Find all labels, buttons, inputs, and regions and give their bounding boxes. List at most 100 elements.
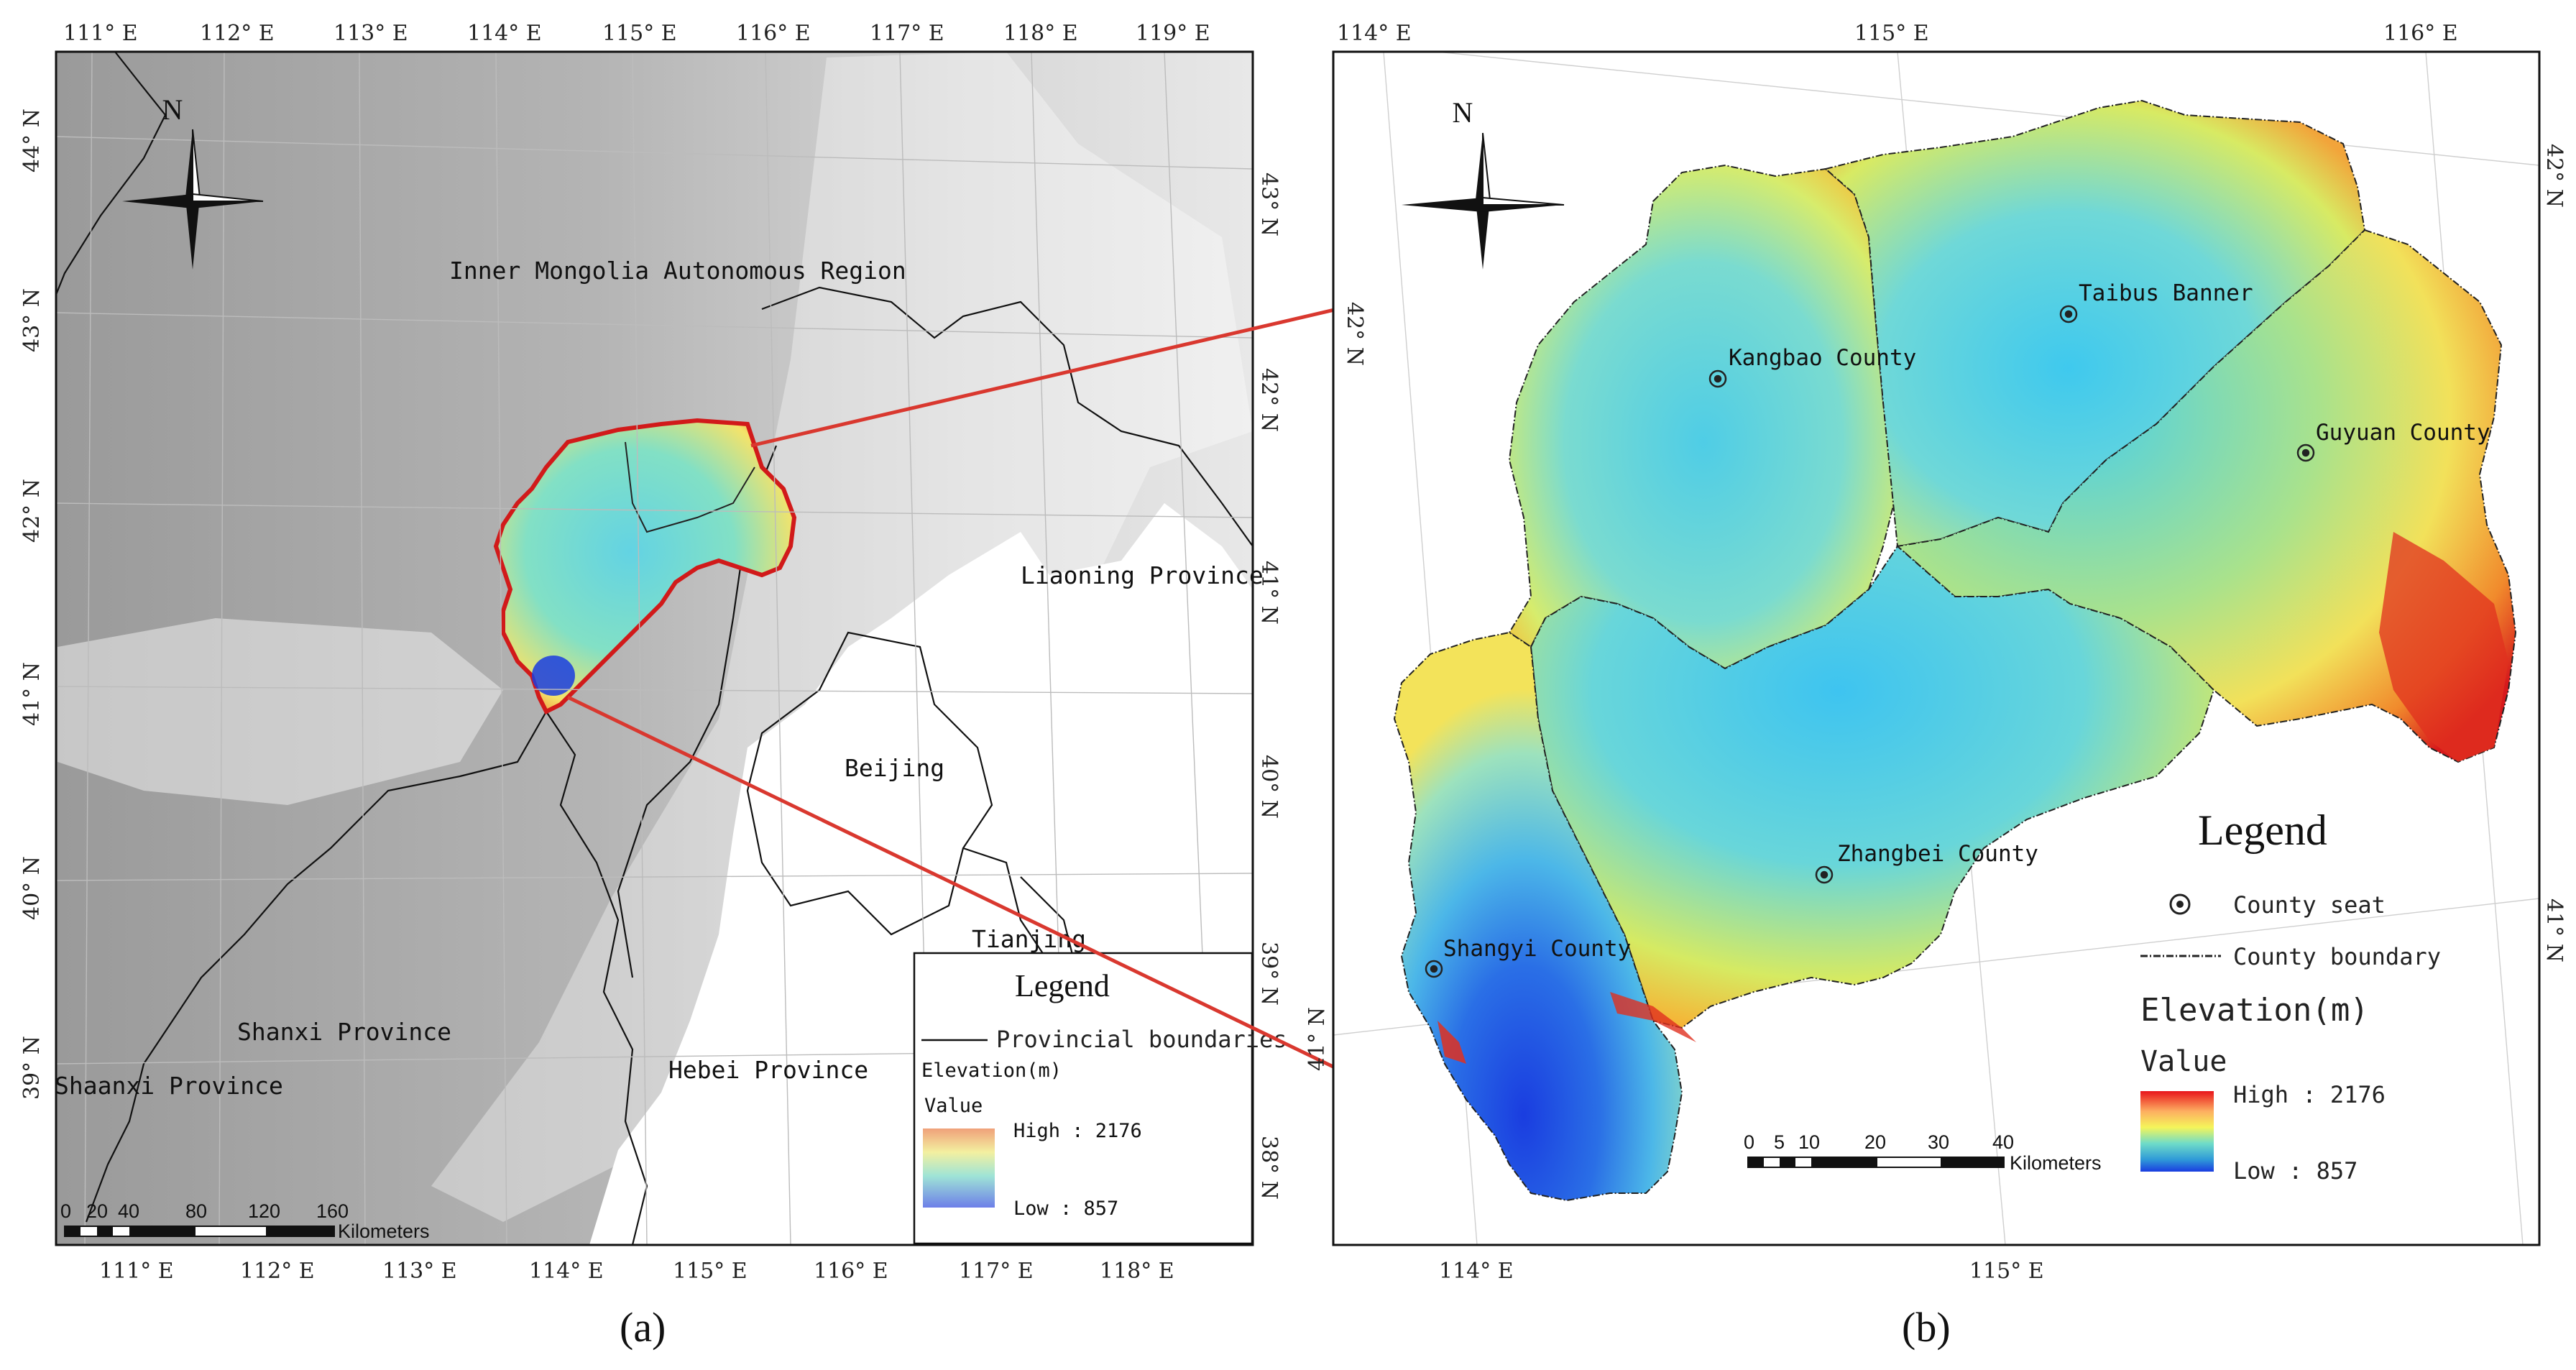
tick-right-a-1: 42° N	[1256, 368, 1282, 432]
panel-a-right-ticks: 43° N 42° N 41° N 40° N 39° N 38° N	[1256, 173, 1282, 1200]
panel-a-lowland-texture	[58, 618, 503, 805]
panel-b: 114° E 115° E 116° E 114° E 115° E 41° N…	[1305, 21, 2567, 1351]
shangyi-high-patch	[1438, 1021, 1466, 1064]
tick-bottom-a-2: 113° E	[382, 1259, 457, 1284]
legend-a-title: Legend	[1015, 968, 1110, 1003]
tick-right-a-2: 41° N	[1256, 561, 1282, 625]
tick-left-a-4: 40° N	[19, 856, 45, 920]
scale-b-4: 30	[1928, 1131, 1949, 1153]
panel-a-left-ticks: 44° N 43° N 42° N 41° N 40° N 39° N	[19, 109, 45, 1100]
legend-b-elevation-label: Elevation(m)	[2140, 992, 2369, 1029]
tick-top-a-5: 116° E	[736, 21, 811, 46]
tick-left-a-2: 42° N	[19, 479, 45, 543]
legend-b-title: Legend	[2198, 806, 2327, 854]
north-label-a: N	[162, 93, 183, 126]
panel-b-frame	[1332, 50, 2541, 1246]
tick-top-a-2: 113° E	[334, 21, 408, 46]
scale-a-4: 120	[248, 1200, 280, 1222]
panel-a-mountain-texture	[431, 52, 1253, 1222]
county-seat-icon	[1708, 369, 1727, 388]
panel-b-scale-bar: 0 5 10 20 30 40 Kilometers	[1744, 1131, 2102, 1174]
county-shangyi	[1393, 631, 1683, 1202]
tick-top-b-1: 115° E	[1854, 21, 1929, 46]
label-shaanxi: Shaanxi Province	[55, 1072, 283, 1100]
caption-a: (a)	[620, 1304, 666, 1351]
label-kangbao: Kangbao County	[1729, 345, 1916, 371]
legend-a-high: High : 2176	[1013, 1120, 1142, 1142]
tick-top-a-6: 117° E	[870, 21, 944, 46]
scale-a-2: 40	[118, 1200, 139, 1222]
label-inner-mongolia: Inner Mongolia Autonomous Region	[449, 257, 906, 285]
panel-a-scale-bar: 0 20 40 80 120 160 Kilometers	[60, 1200, 430, 1242]
caption-b: (b)	[1902, 1304, 1951, 1351]
tick-left-a-5: 39° N	[19, 1036, 45, 1100]
legend-b-boundary-label: County boundary	[2233, 943, 2441, 970]
county-guyuan	[1895, 229, 2517, 763]
tick-bottom-a-1: 112° E	[240, 1259, 315, 1284]
scale-a-0: 0	[60, 1200, 71, 1222]
tick-left-a-3: 41° N	[19, 662, 45, 726]
county-seat-icon	[1815, 865, 1834, 884]
guyuan-high-ridge	[2379, 532, 2508, 762]
tick-bottom-a-4: 115° E	[673, 1259, 748, 1284]
north-arrow-b-icon: N	[1402, 96, 1565, 270]
tick-left-b-0: 41° N	[1305, 1007, 1330, 1071]
tick-bottom-b-1: 115° E	[1969, 1259, 2044, 1284]
tick-left-a-1: 43° N	[19, 288, 45, 352]
legend-b-seat-icon	[2169, 893, 2191, 915]
scale-b-1: 5	[1774, 1131, 1785, 1153]
county-seat-icon	[2296, 443, 2315, 462]
north-arrow-icon: N	[122, 93, 264, 270]
tick-right-b-0: 42° N	[2542, 144, 2567, 208]
scale-a-5: 160	[316, 1200, 349, 1222]
county-seat-icon	[2059, 305, 2078, 323]
panel-a-legend: Legend Provincial boundaries Elevation(m…	[913, 952, 1287, 1245]
panel-a-study-area	[493, 418, 797, 715]
legend-b-seat-label: County seat	[2233, 891, 2386, 919]
tick-top-a-3: 114° E	[467, 21, 542, 46]
tick-top-a-0: 111° E	[63, 21, 138, 46]
north-label-b: N	[1453, 96, 1473, 129]
scale-a-unit: Kilometers	[338, 1220, 430, 1242]
scale-b-5: 40	[1992, 1131, 2014, 1153]
tick-right-a-3: 40° N	[1256, 755, 1282, 819]
panel-a-frame	[55, 50, 1254, 1246]
panel-a-study-area-lowland	[532, 656, 575, 696]
scale-a-3: 80	[185, 1200, 207, 1222]
tick-bottom-a-0: 111° E	[99, 1259, 174, 1284]
label-liaoning: Liaoning Province	[1021, 561, 1264, 589]
label-hebei: Hebei Province	[668, 1056, 868, 1084]
tick-bottom-b-0: 114° E	[1439, 1259, 1514, 1284]
label-guyuan: Guyuan County	[2316, 420, 2490, 446]
legend-b-ramp	[2140, 1091, 2214, 1172]
label-shanxi: Shanxi Province	[237, 1018, 451, 1046]
scale-a-1: 20	[86, 1200, 108, 1222]
panel-b-legend: Legend County seat County boundary Eleva…	[2140, 806, 2441, 1185]
tick-top-a-4: 115° E	[602, 21, 677, 46]
county-seats	[1425, 305, 2315, 978]
legend-a-value-label: Value	[924, 1095, 983, 1117]
tick-right-b-1: 41° N	[2542, 898, 2567, 962]
tick-top-a-7: 118° E	[1003, 21, 1078, 46]
tick-bottom-a-7: 118° E	[1100, 1259, 1174, 1284]
tick-bottom-a-5: 116° E	[814, 1259, 888, 1284]
scale-b-unit: Kilometers	[2010, 1152, 2102, 1174]
tick-top-b-2: 116° E	[2383, 21, 2458, 46]
scale-b-0: 0	[1744, 1131, 1754, 1153]
tick-right-a-5: 38° N	[1256, 1136, 1282, 1200]
legend-a-ramp	[923, 1128, 995, 1208]
tick-top-a-1: 112° E	[200, 21, 275, 46]
tick-inner-b-0: 42° N	[1342, 302, 1367, 366]
tick-bottom-a-6: 117° E	[959, 1259, 1034, 1284]
scale-b-2: 10	[1798, 1131, 1820, 1153]
legend-a-low: Low : 857	[1013, 1197, 1118, 1220]
panel-a: 111° E 112° E 113° E 114° E 115° E 116° …	[19, 21, 1287, 1351]
scale-b-3: 20	[1864, 1131, 1886, 1153]
tick-bottom-a-3: 114° E	[529, 1259, 604, 1284]
legend-b-value-label: Value	[2140, 1045, 2227, 1078]
legend-b-high: High : 2176	[2233, 1081, 2386, 1108]
label-zhangbei: Zhangbei County	[1837, 841, 2038, 867]
legend-a-elevation-label: Elevation(m)	[921, 1059, 1062, 1082]
tick-right-a-0: 43° N	[1256, 173, 1282, 236]
